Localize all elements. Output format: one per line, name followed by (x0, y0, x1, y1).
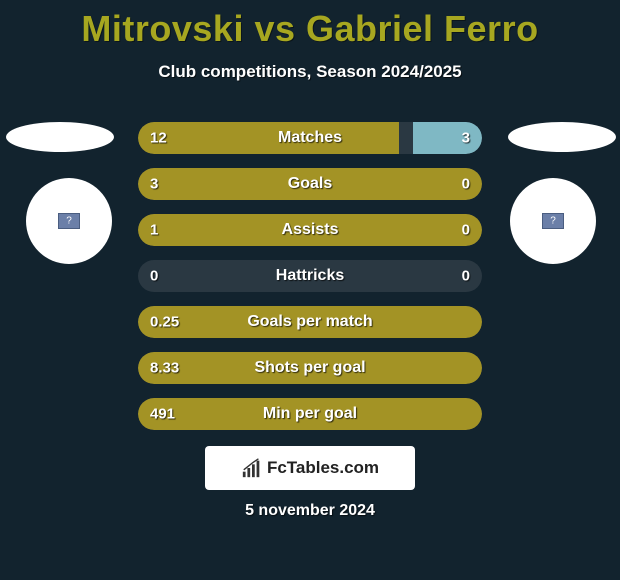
stat-label: Matches (278, 129, 342, 147)
stat-row: 3 0 Goals (138, 168, 482, 200)
stat-value-right: 0 (462, 176, 470, 193)
stat-row: 1 0 Assists (138, 214, 482, 246)
stat-value-left: 1 (150, 222, 158, 239)
stat-value-left: 0.25 (150, 314, 179, 331)
stat-label: Goals (288, 175, 332, 193)
bar-left (138, 122, 399, 154)
stat-label: Shots per goal (254, 359, 365, 377)
stat-value-right: 3 (462, 130, 470, 147)
stat-label: Goals per match (247, 313, 372, 331)
stat-row: 0 0 Hattricks (138, 260, 482, 292)
stat-value-left: 8.33 (150, 360, 179, 377)
stat-value-left: 12 (150, 130, 167, 147)
placeholder-badge-icon (542, 213, 564, 229)
stat-row: 8.33 Shots per goal (138, 352, 482, 384)
stat-label: Hattricks (276, 267, 344, 285)
player-right-oval (508, 122, 616, 152)
stat-value-left: 491 (150, 406, 175, 423)
player-left-club-badge (26, 178, 112, 264)
stat-label: Assists (282, 221, 339, 239)
fctables-logo-icon (241, 457, 263, 479)
stat-row: 491 Min per goal (138, 398, 482, 430)
stat-value-right: 0 (462, 222, 470, 239)
logo-box: FcTables.com (205, 446, 415, 490)
stat-label: Min per goal (263, 405, 357, 423)
stat-row: 12 3 Matches (138, 122, 482, 154)
bar-right (413, 122, 482, 154)
stat-value-left: 3 (150, 176, 158, 193)
stat-value-right: 0 (462, 268, 470, 285)
placeholder-badge-icon (58, 213, 80, 229)
logo-text: FcTables.com (267, 458, 379, 478)
player-right-club-badge (510, 178, 596, 264)
subtitle: Club competitions, Season 2024/2025 (0, 62, 620, 82)
page-title: Mitrovski vs Gabriel Ferro (0, 0, 620, 50)
player-left-oval (6, 122, 114, 152)
stat-row: 0.25 Goals per match (138, 306, 482, 338)
stat-value-left: 0 (150, 268, 158, 285)
date-label: 5 november 2024 (245, 502, 375, 520)
stats-container: 12 3 Matches 3 0 Goals 1 0 Assists 0 0 Hattricks 0.2… (138, 122, 482, 444)
